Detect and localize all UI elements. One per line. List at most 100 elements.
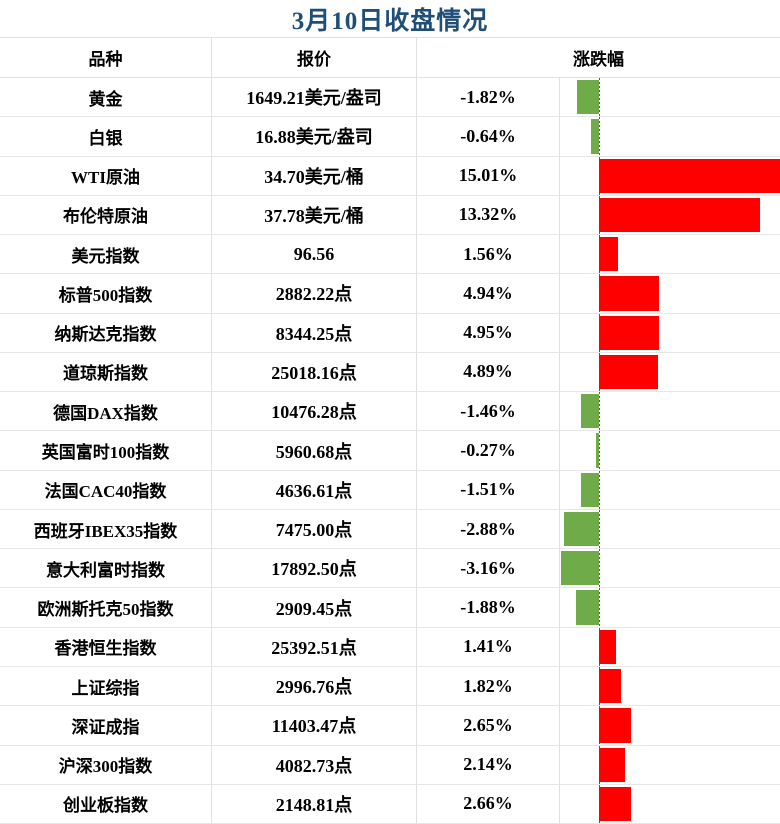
instrument-name: 纳斯达克指数 — [0, 313, 212, 352]
quote-value: 2909.45点 — [212, 588, 417, 627]
instrument-name: 沪深300指数 — [0, 745, 212, 784]
positive-change-bar — [598, 354, 658, 390]
negative-change-bar — [577, 80, 599, 115]
positive-change-bar — [598, 668, 621, 704]
instrument-name: 创业板指数 — [0, 784, 212, 824]
negative-change-bar — [560, 551, 599, 586]
change-bar-cell — [560, 627, 780, 666]
change-bar-cell — [560, 392, 780, 431]
change-percent: -0.27% — [417, 431, 560, 470]
change-bar-cell — [560, 706, 780, 745]
instrument-name: 英国富时100指数 — [0, 431, 212, 470]
quote-value: 7475.00点 — [212, 509, 417, 549]
change-percent: 4.89% — [417, 352, 560, 392]
change-percent: -1.46% — [417, 392, 560, 431]
instrument-name: WTI原油 — [0, 156, 212, 195]
zero-axis-line — [598, 78, 600, 117]
quote-value: 2148.81点 — [212, 784, 417, 824]
change-percent: 13.32% — [417, 195, 560, 235]
positive-change-bar — [598, 629, 616, 664]
change-percent: -3.16% — [417, 549, 560, 588]
positive-change-bar — [598, 315, 659, 350]
table-row: 白银 16.88美元/盎司 -0.64% — [0, 117, 780, 157]
quote-value: 25018.16点 — [212, 352, 417, 392]
change-bar-cell — [560, 431, 780, 470]
change-percent: -0.64% — [417, 117, 560, 156]
zero-axis-line — [598, 549, 600, 588]
table-row: 深证成指 11403.47点 2.65% — [0, 706, 780, 746]
change-bar-cell — [560, 156, 780, 195]
quote-value: 96.56 — [212, 235, 417, 274]
instrument-name: 西班牙IBEX35指数 — [0, 509, 212, 549]
table-row: 布伦特原油 37.78美元/桶 13.32% — [0, 195, 780, 236]
change-bar-cell — [560, 274, 780, 313]
change-percent: 4.94% — [417, 274, 560, 313]
zero-axis-line — [598, 588, 600, 627]
change-bar-cell — [560, 195, 780, 235]
change-bar-cell — [560, 235, 780, 274]
negative-change-bar — [595, 433, 599, 468]
change-percent: -1.82% — [417, 78, 560, 117]
table-row: 西班牙IBEX35指数 7475.00点 -2.88% — [0, 509, 780, 550]
positive-change-bar — [598, 747, 625, 782]
change-percent: 1.56% — [417, 235, 560, 274]
instrument-name: 欧洲斯托克50指数 — [0, 588, 212, 627]
quote-value: 17892.50点 — [212, 549, 417, 588]
table-row: 纳斯达克指数 8344.25点 4.95% — [0, 313, 780, 353]
table-row: 法国CAC40指数 4636.61点 -1.51% — [0, 470, 780, 510]
positive-change-bar — [598, 158, 780, 193]
change-percent: 2.14% — [417, 745, 560, 784]
instrument-name: 白银 — [0, 117, 212, 156]
instrument-name: 香港恒生指数 — [0, 627, 212, 666]
negative-change-bar — [576, 590, 599, 625]
table-row: 黄金 1649.21美元/盎司 -1.82% — [0, 78, 780, 118]
positive-change-bar — [598, 197, 760, 233]
table-row: 创业板指数 2148.81点 2.66% — [0, 784, 780, 824]
page-title: 3月10日收盘情况 — [0, 0, 780, 38]
col-header-change: 涨跌幅 — [573, 50, 624, 69]
negative-change-bar — [591, 119, 599, 154]
quote-value: 4636.61点 — [212, 470, 417, 509]
table-row: 美元指数 96.56 1.56% — [0, 235, 780, 275]
change-percent: 2.66% — [417, 784, 560, 824]
table-row: 英国富时100指数 5960.68点 -0.27% — [0, 431, 780, 471]
negative-change-bar — [580, 472, 599, 507]
quote-value: 25392.51点 — [212, 627, 417, 666]
col-header-instrument: 品种 — [0, 38, 212, 77]
quote-value: 8344.25点 — [212, 313, 417, 352]
positive-change-bar — [598, 786, 632, 822]
change-bar-cell — [560, 352, 780, 392]
change-bar-cell — [560, 78, 780, 117]
change-percent: -1.88% — [417, 588, 560, 627]
table-row: 意大利富时指数 17892.50点 -3.16% — [0, 549, 780, 589]
zero-axis-line — [598, 117, 600, 156]
quote-value: 34.70美元/桶 — [212, 156, 417, 195]
change-bar-cell — [560, 313, 780, 352]
change-percent: 15.01% — [417, 156, 560, 195]
table-row: WTI原油 34.70美元/桶 15.01% — [0, 156, 780, 196]
quote-value: 11403.47点 — [212, 706, 417, 745]
change-bar-cell — [560, 470, 780, 509]
zero-axis-line — [598, 470, 600, 509]
change-bar-cell — [560, 549, 780, 588]
table-body: 黄金 1649.21美元/盎司 -1.82% 白银 16.88美元/盎司 -0.64% WT… — [0, 78, 780, 824]
change-percent: 1.82% — [417, 666, 560, 706]
change-bar-cell — [560, 117, 780, 156]
table-row: 欧洲斯托克50指数 2909.45点 -1.88% — [0, 588, 780, 628]
change-percent: 1.41% — [417, 627, 560, 666]
change-percent: 4.95% — [417, 313, 560, 352]
instrument-name: 上证综指 — [0, 666, 212, 706]
table-row: 德国DAX指数 10476.28点 -1.46% — [0, 392, 780, 432]
instrument-name: 标普500指数 — [0, 274, 212, 313]
zero-axis-line — [598, 392, 600, 431]
instrument-name: 意大利富时指数 — [0, 549, 212, 588]
change-bar-cell — [560, 745, 780, 784]
instrument-name: 道琼斯指数 — [0, 352, 212, 392]
change-bar-cell — [560, 784, 780, 824]
zero-axis-line — [598, 431, 600, 470]
instrument-name: 美元指数 — [0, 235, 212, 274]
negative-change-bar — [581, 394, 599, 429]
instrument-name: 深证成指 — [0, 706, 212, 745]
positive-change-bar — [598, 708, 631, 743]
